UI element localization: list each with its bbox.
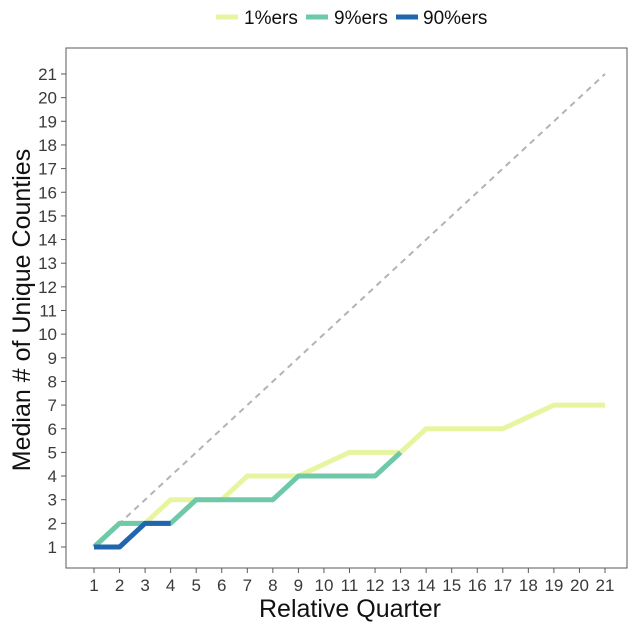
x-tick-label: 4 (166, 576, 175, 595)
y-tick-label: 11 (39, 302, 57, 321)
x-tick-label: 15 (442, 576, 461, 595)
y-tick-label: 3 (48, 491, 57, 510)
x-tick-label: 6 (217, 576, 226, 595)
x-tick-label: 14 (417, 576, 436, 595)
y-tick-label: 2 (48, 514, 57, 533)
y-tick-label: 13 (38, 254, 57, 273)
x-tick-label: 19 (544, 576, 563, 595)
y-tick-label: 5 (48, 443, 57, 462)
y-tick-label: 15 (38, 207, 57, 226)
y-tick-label: 6 (48, 420, 57, 439)
y-tick-label: 20 (38, 89, 57, 108)
series-layer (92, 402, 605, 550)
y-tick-label: 16 (38, 183, 57, 202)
x-tick-label: 17 (493, 576, 512, 595)
y-tick-label: 4 (48, 467, 57, 486)
x-tick-label: 16 (468, 576, 487, 595)
y-tick-label: 21 (38, 65, 57, 84)
x-tick-label: 20 (570, 576, 589, 595)
y-tick-label: 18 (38, 136, 57, 155)
y-tick-label: 12 (38, 278, 57, 297)
x-tick-label: 3 (140, 576, 149, 595)
x-tick-label: 21 (596, 576, 615, 595)
y-tick-label: 17 (38, 160, 57, 179)
x-axis: 1 2 3 4 5 6 7 8 9 10 11 12 13 14 15 16 17 18 19 20 21 (89, 568, 614, 595)
x-tick-label: 13 (391, 576, 410, 595)
y-tick-label: 14 (38, 231, 57, 250)
series-line-9ers (92, 450, 403, 549)
x-tick-label: 12 (366, 576, 385, 595)
y-tick-label: 7 (48, 396, 57, 415)
legend-label: 1%ers (244, 8, 298, 29)
x-tick-label: 18 (519, 576, 538, 595)
x-tick-label: 7 (243, 576, 252, 595)
y-tick-label: 19 (38, 112, 57, 131)
x-tick-label: 2 (115, 576, 124, 595)
y-tick-label: 8 (48, 372, 57, 391)
y-tick-label: 9 (48, 349, 57, 368)
y-axis-title: Median # of Unique Counties (8, 149, 36, 471)
x-axis-title: Relative Quarter (259, 595, 441, 622)
x-tick-label: 10 (314, 576, 333, 595)
legend: 1%ers 9%ers 90%ers (216, 8, 487, 29)
x-tick-label: 5 (191, 576, 200, 595)
x-tick-label: 9 (294, 576, 303, 595)
series-line-90ers (94, 520, 171, 550)
x-tick-label: 8 (268, 576, 277, 595)
legend-label: 90%ers (423, 8, 487, 29)
plot-frame (65, 47, 628, 569)
x-tick-label: 11 (341, 576, 359, 595)
y-tick-label: 1 (48, 538, 57, 557)
series-line-1ers (92, 402, 605, 549)
y-tick-label: 10 (38, 325, 57, 344)
legend-label: 9%ers (334, 8, 388, 29)
x-tick-label: 1 (89, 576, 98, 595)
